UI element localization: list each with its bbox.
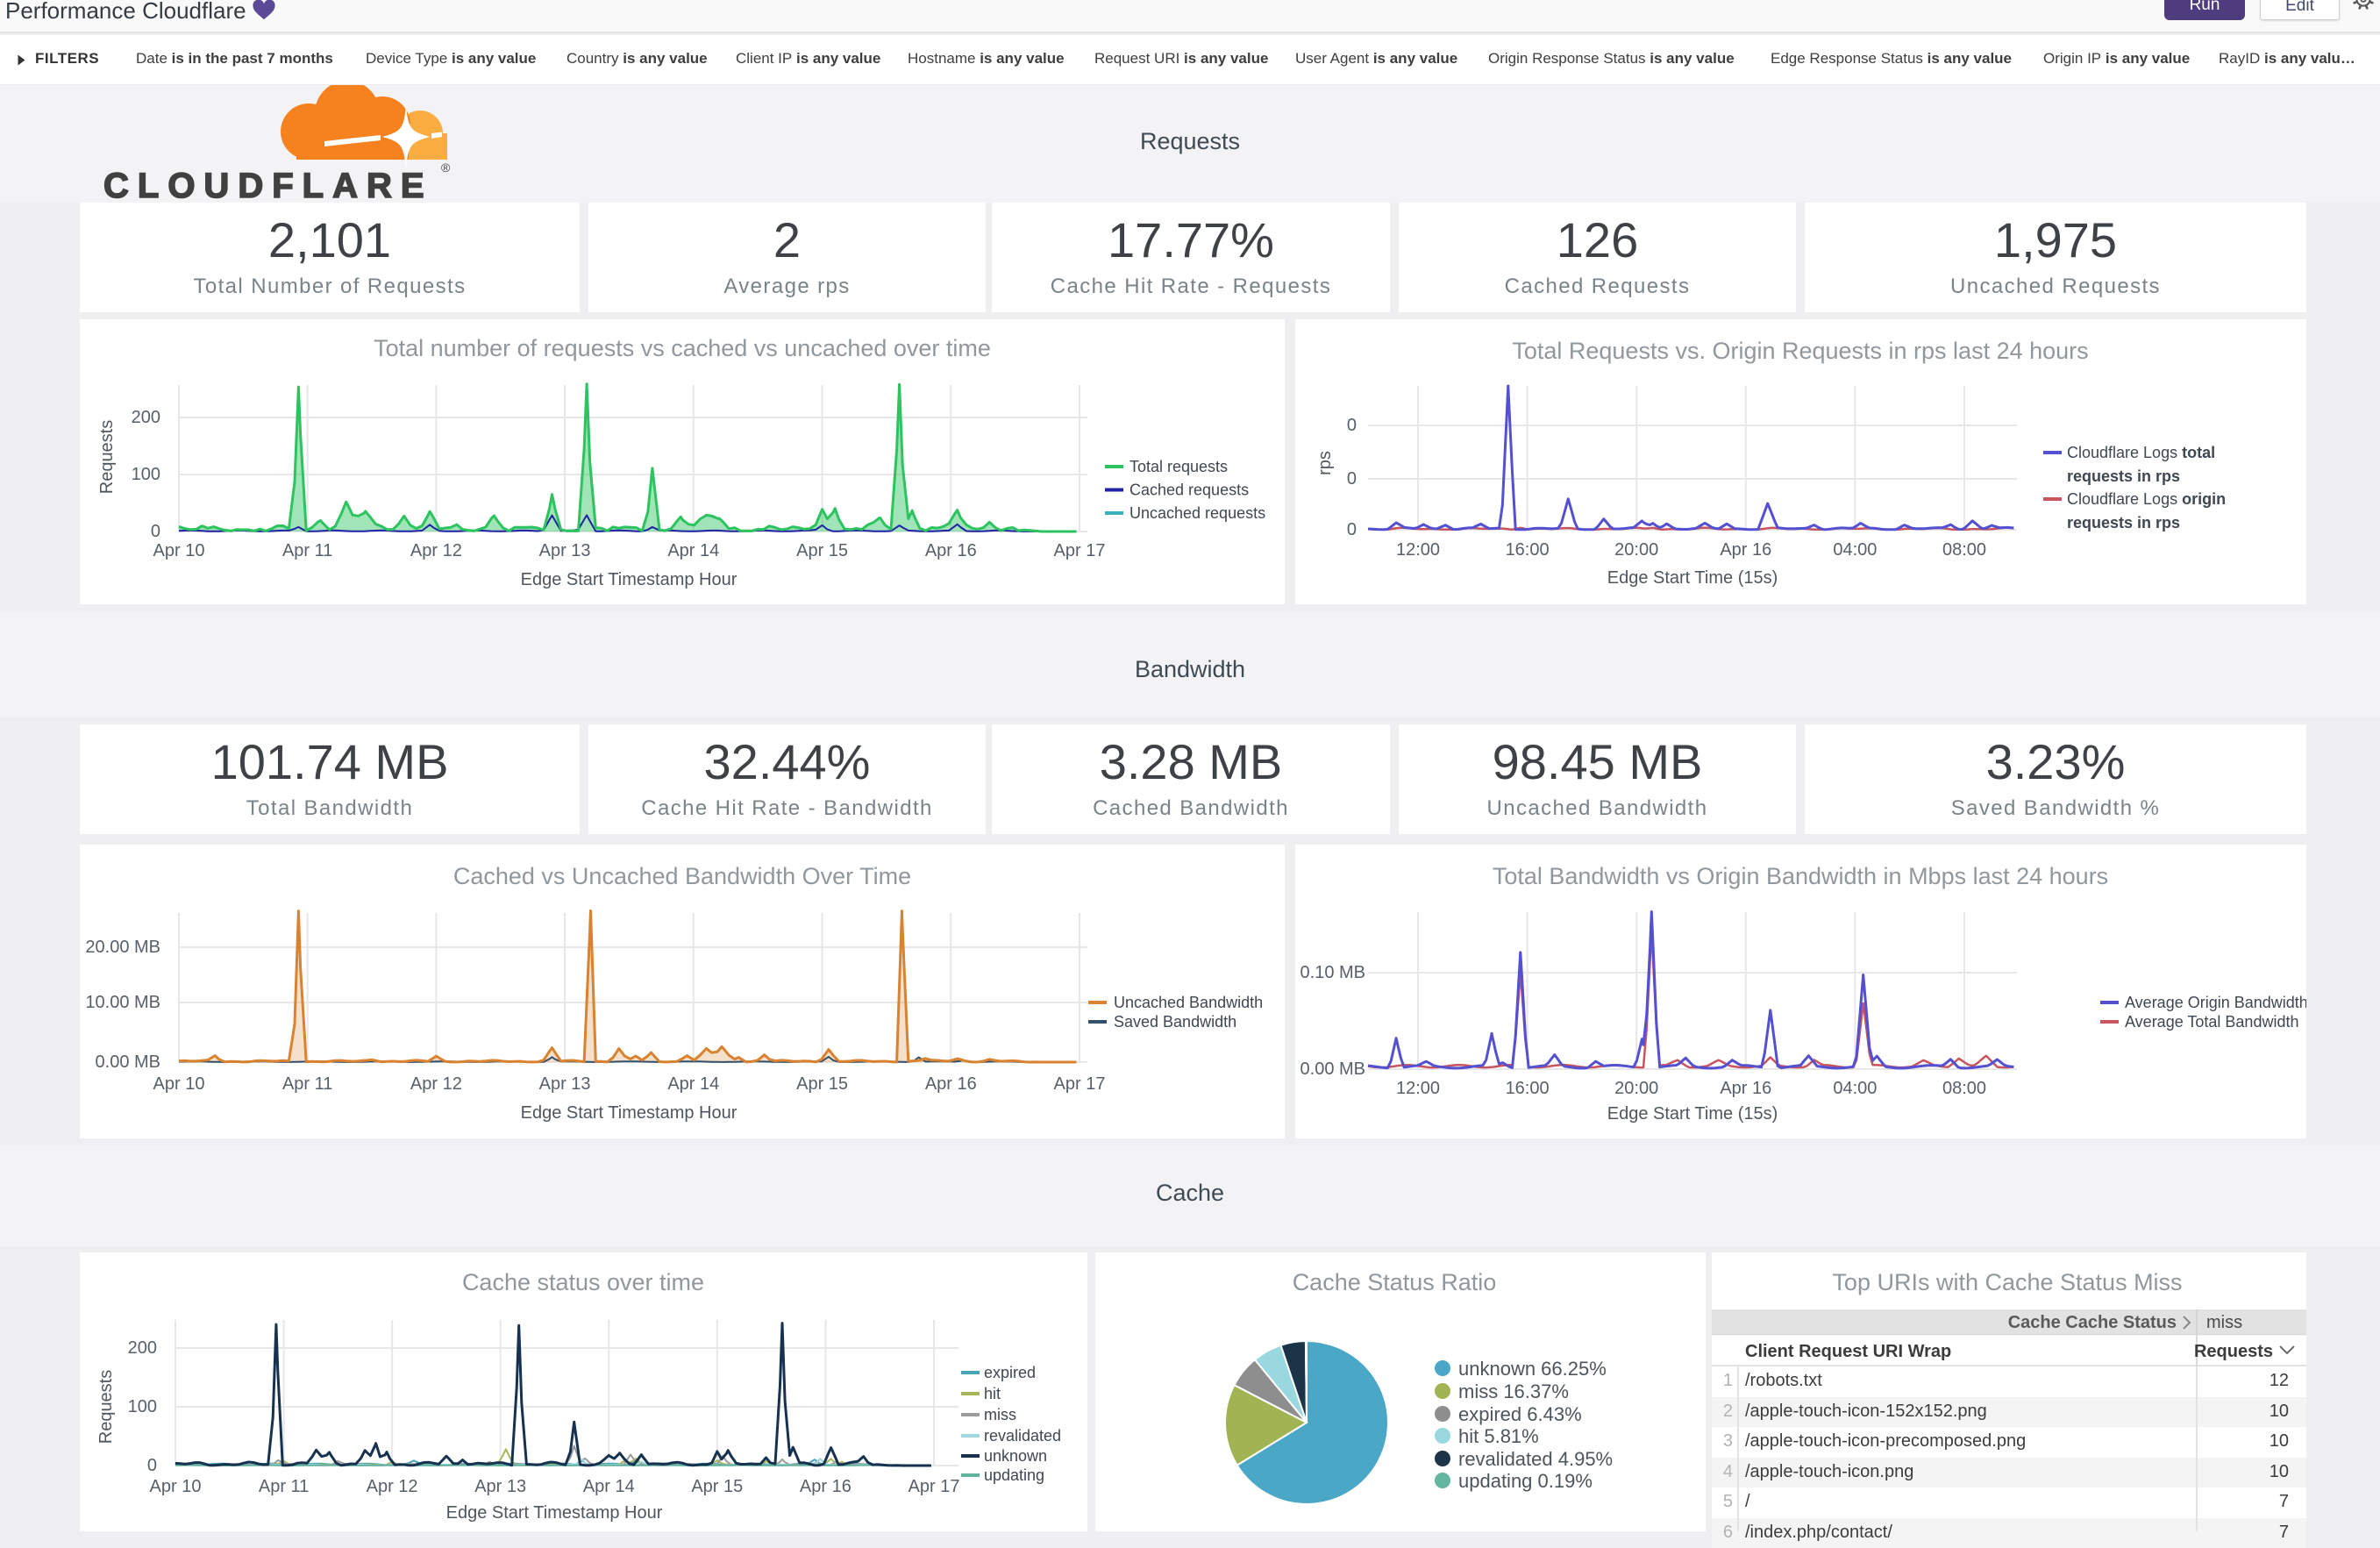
svg-text:Requests: Requests: [2194, 1342, 2273, 1361]
svg-text:Apr 11: Apr 11: [282, 1074, 332, 1094]
svg-text:0: 0: [1347, 469, 1357, 489]
svg-text:expired 6.43%: expired 6.43%: [1458, 1403, 1582, 1425]
svg-text:Total number of requests vs ca: Total number of requests vs cached vs un…: [374, 335, 991, 361]
svg-text:0: 0: [151, 522, 160, 541]
svg-text:requests in rps: requests in rps: [2067, 514, 2180, 531]
svg-text:Requests: Requests: [96, 1370, 116, 1445]
svg-text:Apr 12: Apr 12: [367, 1477, 418, 1496]
svg-text:Apr 12: Apr 12: [410, 1074, 462, 1094]
svg-text:Apr 14: Apr 14: [667, 1074, 719, 1094]
svg-text:Edge Start Time (15s): Edge Start Time (15s): [1607, 1104, 1778, 1124]
svg-text:Apr 17: Apr 17: [1054, 1074, 1106, 1094]
svg-text:100: 100: [128, 1397, 157, 1416]
svg-text:unknown: unknown: [984, 1447, 1047, 1465]
svg-text:Client Request URI Wrap: Client Request URI Wrap: [1745, 1342, 1951, 1361]
svg-text:200: 200: [132, 408, 160, 427]
svg-text:revalidated: revalidated: [984, 1427, 1061, 1445]
svg-text:Edge Start Timestamp Hour: Edge Start Timestamp Hour: [521, 1103, 738, 1123]
svg-text:Total Requests vs. Origin Requ: Total Requests vs. Origin Requests in rp…: [1512, 338, 2088, 364]
svg-text:Apr 17: Apr 17: [909, 1477, 960, 1496]
svg-text:Apr 10: Apr 10: [153, 541, 205, 560]
svg-text:0: 0: [147, 1456, 157, 1475]
svg-text:Apr 13: Apr 13: [539, 1074, 591, 1094]
svg-text:Apr 13: Apr 13: [539, 541, 591, 560]
svg-text:12:00: 12:00: [1396, 540, 1440, 560]
svg-text:Apr 16: Apr 16: [800, 1477, 852, 1496]
svg-text:Apr 10: Apr 10: [153, 1074, 205, 1094]
svg-text:Cloudflare Logs total: Cloudflare Logs total: [2067, 444, 2215, 461]
svg-text:Edge Start Timestamp Hour: Edge Start Timestamp Hour: [446, 1503, 663, 1523]
svg-text:unknown 66.25%: unknown 66.25%: [1458, 1358, 1607, 1380]
svg-text:hit: hit: [984, 1385, 1001, 1402]
svg-text:Cached vs Uncached Bandwidth O: Cached vs Uncached Bandwidth Over Time: [453, 863, 911, 889]
svg-text:Apr 13: Apr 13: [474, 1477, 526, 1496]
svg-text:Cloudflare Logs origin: Cloudflare Logs origin: [2067, 490, 2226, 508]
svg-text:0: 0: [1347, 416, 1357, 435]
svg-text:updating: updating: [984, 1466, 1044, 1484]
svg-text:requests in rps: requests in rps: [2067, 467, 2180, 485]
svg-text:Apr 15: Apr 15: [691, 1477, 743, 1496]
svg-text:Apr 15: Apr 15: [796, 541, 848, 560]
svg-text:Apr 17: Apr 17: [1054, 541, 1106, 560]
svg-text:Edge Start Timestamp Hour: Edge Start Timestamp Hour: [521, 570, 738, 589]
svg-text:0.00 MB: 0.00 MB: [1300, 1059, 1365, 1079]
svg-text:Saved Bandwidth: Saved Bandwidth: [1114, 1013, 1236, 1031]
svg-text:Apr 16: Apr 16: [1720, 1079, 1771, 1098]
svg-text:Requests: Requests: [97, 420, 117, 495]
svg-text:Cached requests: Cached requests: [1129, 482, 1249, 499]
svg-text:Apr 12: Apr 12: [410, 541, 462, 560]
svg-text:Total requests: Total requests: [1129, 458, 1228, 475]
svg-text:20.00 MB: 20.00 MB: [85, 938, 160, 957]
svg-text:Apr 14: Apr 14: [667, 541, 719, 560]
svg-text:Cache Cache Status: Cache Cache Status: [2008, 1313, 2177, 1332]
svg-text:®: ®: [441, 161, 451, 175]
svg-text:16:00: 16:00: [1506, 540, 1550, 560]
svg-text:0: 0: [1347, 520, 1357, 539]
svg-text:08:00: 08:00: [1942, 1079, 1986, 1098]
svg-text:Apr 11: Apr 11: [259, 1477, 309, 1496]
svg-text:Average Total Bandwidth: Average Total Bandwidth: [2125, 1013, 2298, 1031]
svg-text:200: 200: [128, 1338, 157, 1358]
svg-text:04:00: 04:00: [1833, 540, 1877, 560]
svg-text:Apr 16: Apr 16: [925, 1074, 977, 1094]
svg-text:Total Bandwidth vs Origin Band: Total Bandwidth vs Origin Bandwidth in M…: [1493, 863, 2108, 889]
svg-text:20:00: 20:00: [1614, 540, 1658, 560]
svg-text:miss 16.37%: miss 16.37%: [1458, 1380, 1569, 1402]
svg-text:Apr 14: Apr 14: [583, 1477, 635, 1496]
svg-text:Apr 11: Apr 11: [282, 541, 332, 560]
svg-text:Apr 10: Apr 10: [150, 1477, 202, 1496]
svg-text:hit 5.81%: hit 5.81%: [1458, 1425, 1539, 1447]
svg-text:04:00: 04:00: [1833, 1079, 1877, 1098]
svg-text:revalidated 4.95%: revalidated 4.95%: [1458, 1448, 1613, 1470]
svg-text:Apr 16: Apr 16: [925, 541, 977, 560]
svg-text:Average Origin Bandwidth: Average Origin Bandwidth: [2125, 994, 2306, 1011]
svg-text:Apr 16: Apr 16: [1720, 540, 1771, 560]
svg-text:0.00 MB: 0.00 MB: [96, 1052, 160, 1072]
svg-text:Edge Start Time (15s): Edge Start Time (15s): [1607, 568, 1778, 588]
svg-text:Uncached Bandwidth: Uncached Bandwidth: [1114, 994, 1263, 1011]
svg-text:10.00 MB: 10.00 MB: [85, 993, 160, 1012]
svg-text:rps: rps: [1315, 451, 1335, 475]
svg-text:100: 100: [132, 465, 160, 484]
svg-text:Cache Status Ratio: Cache Status Ratio: [1293, 1269, 1497, 1295]
svg-text:updating 0.19%: updating 0.19%: [1458, 1470, 1593, 1492]
svg-text:Top URIs with Cache Status Mis: Top URIs with Cache Status Miss: [1832, 1269, 2182, 1295]
svg-text:16:00: 16:00: [1506, 1079, 1550, 1098]
svg-text:miss: miss: [984, 1406, 1016, 1423]
svg-text:expired: expired: [984, 1364, 1036, 1381]
svg-text:Cache status over time: Cache status over time: [462, 1269, 704, 1295]
svg-text:20:00: 20:00: [1614, 1079, 1658, 1098]
svg-text:CLOUDFLARE: CLOUDFLARE: [103, 167, 433, 202]
svg-text:12:00: 12:00: [1396, 1079, 1440, 1098]
svg-text:0.10 MB: 0.10 MB: [1300, 963, 1365, 982]
svg-text:Apr 15: Apr 15: [796, 1074, 848, 1094]
svg-text:miss: miss: [2206, 1313, 2242, 1332]
svg-text:Uncached requests: Uncached requests: [1129, 504, 1265, 522]
svg-text:08:00: 08:00: [1942, 540, 1986, 560]
